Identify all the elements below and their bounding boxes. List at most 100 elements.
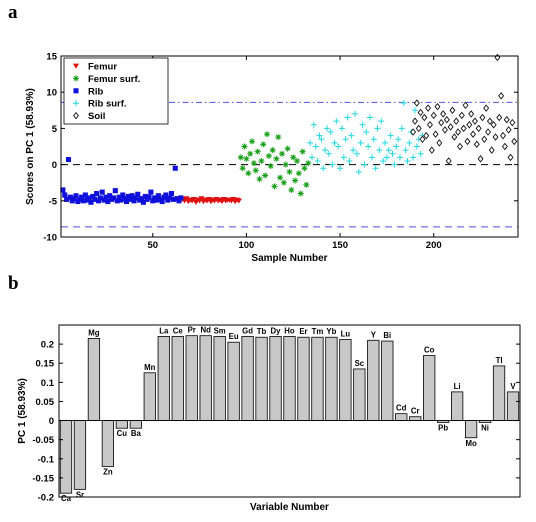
bar — [185, 335, 198, 421]
bar — [464, 420, 478, 439]
y-tick-label: 0.1 — [41, 378, 55, 389]
data-point — [153, 197, 160, 203]
series-soil — [410, 53, 518, 165]
data-point — [398, 125, 405, 132]
data-point — [73, 193, 79, 199]
data-point — [282, 161, 289, 168]
bar-label: Mg — [88, 328, 99, 337]
data-point — [135, 191, 141, 197]
legend-label: Soil — [88, 111, 105, 122]
data-point — [363, 129, 370, 136]
bar-label: Tm — [312, 327, 324, 336]
data-point — [90, 193, 96, 200]
data-point — [417, 150, 424, 157]
data-point — [333, 118, 340, 125]
data-point — [120, 192, 126, 198]
data-point — [462, 101, 469, 109]
data-point — [148, 189, 154, 195]
bar — [451, 391, 464, 421]
data-point — [170, 196, 176, 202]
data-point — [350, 147, 357, 154]
data-point — [99, 189, 105, 195]
data-point — [423, 131, 430, 140]
bar — [213, 336, 226, 421]
data-point — [483, 104, 490, 112]
data-point — [284, 145, 291, 152]
data-point — [376, 147, 383, 154]
y-tick-label: 0.2 — [41, 340, 54, 351]
data-point — [92, 196, 98, 202]
data-point — [176, 198, 182, 204]
data-point — [385, 147, 392, 154]
y-tick-label: 10 — [46, 88, 57, 99]
bar-label: Cd — [396, 404, 407, 413]
data-point — [301, 165, 308, 172]
data-point — [342, 136, 349, 143]
bar-label: Li — [454, 382, 461, 391]
data-point — [426, 121, 433, 129]
data-point — [445, 157, 452, 165]
data-point — [241, 143, 248, 150]
series-rib-surf — [307, 100, 426, 175]
data-point — [167, 195, 173, 201]
data-point — [471, 117, 478, 125]
bar — [199, 335, 212, 421]
bar — [325, 336, 338, 421]
data-point — [101, 197, 107, 203]
data-point — [86, 195, 92, 201]
data-point — [293, 157, 300, 164]
bar-label: Yb — [326, 327, 336, 336]
data-point — [239, 165, 246, 172]
data-point — [503, 115, 510, 124]
data-point — [292, 177, 299, 184]
bar-label: Lu — [341, 330, 351, 339]
plot-frame — [58, 324, 521, 498]
data-point — [60, 187, 66, 193]
bar-label: Bi — [383, 331, 391, 340]
data-point — [124, 198, 130, 205]
bar-label: Ca — [61, 494, 72, 503]
bar-label: Mn — [144, 363, 155, 372]
data-point — [490, 121, 497, 129]
bar-label: Er — [299, 327, 307, 336]
data-point — [314, 157, 321, 164]
data-point — [498, 92, 505, 100]
data-point — [80, 198, 87, 204]
legend-label: Femur surf. — [88, 74, 140, 85]
data-point — [303, 181, 310, 188]
data-point — [383, 154, 390, 161]
bar — [171, 336, 184, 421]
data-point — [397, 154, 404, 161]
bar-label: Tl — [496, 356, 503, 365]
bar-label: Dy — [271, 326, 282, 335]
data-point — [140, 199, 146, 205]
plot-frame — [60, 55, 519, 238]
bar — [59, 420, 73, 494]
bar-label: Pr — [188, 326, 196, 335]
data-point — [265, 152, 272, 159]
data-point — [280, 179, 287, 186]
data-point — [310, 121, 317, 128]
y-tick-label: 0 — [49, 416, 54, 427]
bar — [381, 340, 394, 421]
data-point — [357, 139, 364, 146]
data-point — [337, 165, 344, 172]
data-point — [118, 197, 124, 203]
data-point — [470, 130, 477, 138]
data-point — [346, 157, 353, 164]
data-point — [348, 132, 355, 139]
data-point — [430, 111, 437, 120]
data-point — [488, 146, 495, 154]
legend-label: Rib surf. — [88, 99, 127, 110]
data-point — [269, 147, 276, 154]
y-tick-label: 0 — [52, 160, 57, 171]
bar-label: Zn — [103, 467, 113, 476]
legend-box — [63, 57, 169, 125]
data-point — [243, 155, 250, 162]
data-point — [449, 106, 456, 115]
data-point — [406, 139, 413, 146]
data-point — [456, 142, 463, 151]
data-point — [353, 150, 360, 157]
data-point — [340, 154, 347, 161]
bar — [395, 413, 408, 421]
